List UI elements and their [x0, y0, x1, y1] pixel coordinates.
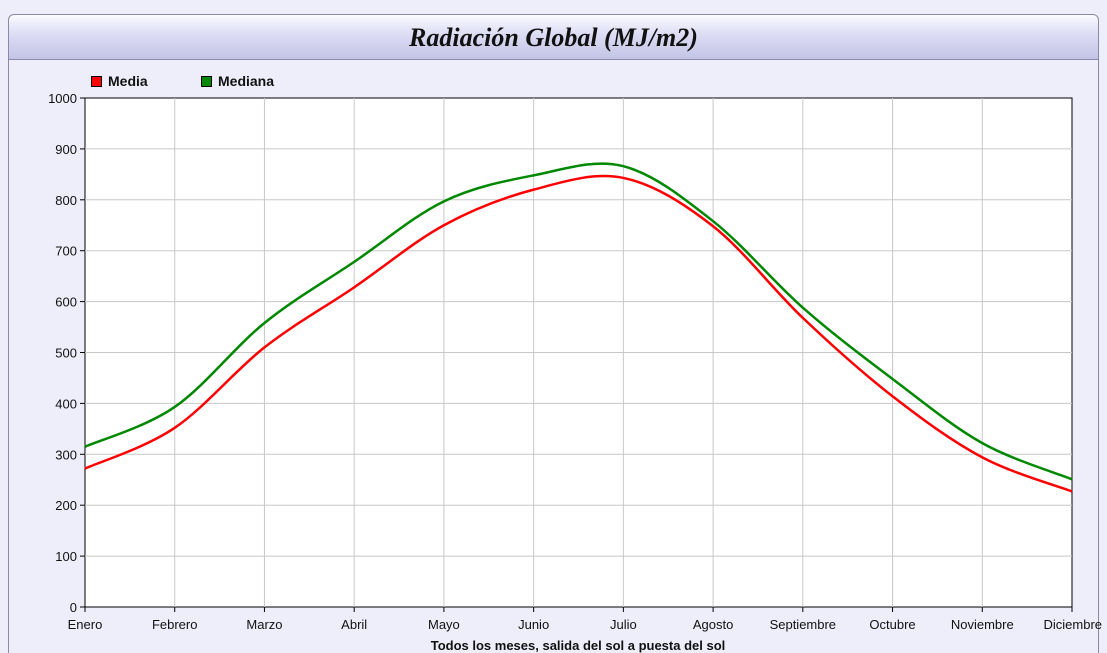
legend-label-mediana: Mediana [218, 73, 275, 89]
y-tick-label: 900 [55, 142, 77, 157]
legend-swatch-media [91, 75, 102, 87]
y-tick-label: 400 [55, 396, 77, 411]
x-tick-label: Diciembre [1043, 617, 1102, 632]
y-tick-label: 100 [55, 549, 77, 564]
y-tick-label: 700 [55, 244, 77, 259]
y-tick-label: 500 [55, 346, 77, 361]
y-tick-label: 0 [70, 600, 77, 615]
x-tick-label: Agosto [693, 617, 733, 632]
x-tick-label: Febrero [152, 617, 198, 632]
x-tick-label: Septiembre [770, 617, 836, 632]
series [84, 162, 1073, 493]
x-tick-label: Julio [610, 617, 637, 632]
legend-item-media: Media [91, 72, 148, 90]
title-bar: Radiación Global (MJ/m2) [8, 14, 1099, 60]
axes: Enero Febrero Marzo Abril Mayo Junio Julio Agos… [48, 91, 1102, 632]
x-tick-label: Abril [341, 617, 367, 632]
series-line-mediana [84, 162, 1073, 481]
x-tick-label: Marzo [246, 617, 282, 632]
x-tick-label: Mayo [428, 617, 460, 632]
x-axis-label: Todos los meses, salida del sol a puesta… [431, 638, 726, 653]
chart-title: Radiación Global (MJ/m2) [409, 23, 698, 52]
y-tick-label: 600 [55, 295, 77, 310]
y-tick-label: 200 [55, 498, 77, 513]
y-tick-label: 300 [55, 447, 77, 462]
series-line-media [84, 174, 1073, 493]
x-tick-label: Junio [518, 617, 549, 632]
legend-item-mediana: Mediana [201, 72, 274, 90]
y-tick-label: 1000 [48, 91, 77, 106]
y-tick-label: 800 [55, 193, 77, 208]
legend-label-media: Media [108, 73, 148, 89]
legend-swatch-mediana [201, 75, 212, 87]
x-tick-label: Enero [68, 617, 103, 632]
x-tick-label: Noviembre [951, 617, 1014, 632]
grid [85, 98, 1072, 607]
x-tick-label: Octubre [869, 617, 915, 632]
